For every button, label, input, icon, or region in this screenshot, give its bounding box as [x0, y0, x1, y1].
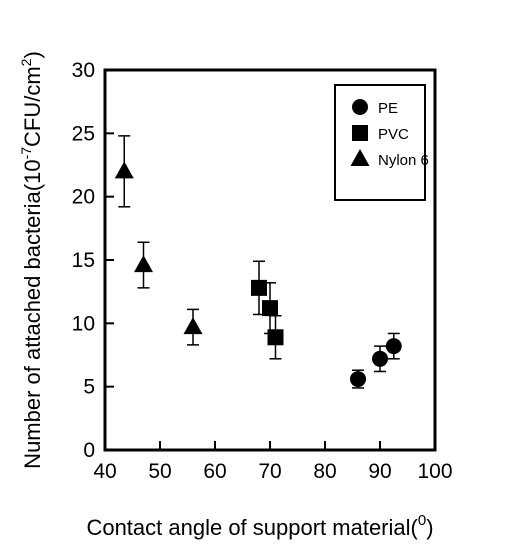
y-axis-label-close: ) [20, 51, 45, 58]
legend-marker-nylon-6 [350, 149, 370, 166]
y-axis-label-exponent: -7 [18, 147, 34, 160]
nylon-6-point-2 [183, 317, 203, 335]
legend-box [334, 84, 426, 201]
legend-label-pe: PE [378, 100, 398, 117]
y-axis-label-main: Number of attached bacteria(10 [20, 159, 45, 468]
y-tick-label-1: 5 [83, 376, 95, 399]
y-axis-label-unit-exponent: 2 [18, 58, 34, 66]
legend-marker-pvc [352, 125, 368, 141]
x-axis-label-exponent: 0 [418, 512, 426, 529]
data-marks [114, 135, 402, 389]
pvc-point-2 [267, 329, 284, 346]
pvc-point-1 [262, 300, 278, 317]
x-tick-label-4: 80 [313, 460, 336, 483]
y-tick-label-5: 25 [72, 122, 95, 145]
x-tick-label-2: 60 [203, 460, 226, 483]
pvc-point-0 [251, 279, 267, 296]
x-tick-label-1: 50 [148, 460, 171, 483]
y-tick-label-6: 30 [72, 59, 95, 82]
x-tick-label-5: 90 [368, 460, 391, 483]
x-tick-label-6: 100 [417, 460, 452, 483]
axis-ticks: 40 50 60 70 80 90 100 0 5 10 15 20 25 30 [72, 59, 453, 483]
y-tick-label-4: 20 [72, 186, 95, 209]
y-axis-label-unit: CFU/cm [20, 66, 45, 147]
pe-point-0 [350, 371, 366, 388]
legend-marker-pe [352, 99, 368, 115]
legend-label-pvc: PVC [378, 126, 409, 143]
y-tick-label-2: 10 [72, 312, 95, 335]
x-axis-label: Contact angle of support material(0) [86, 512, 433, 540]
y-tick-label-3: 15 [72, 249, 95, 272]
pe-point-1 [372, 350, 388, 367]
x-tick-label-0: 40 [93, 460, 116, 483]
y-axis-label: Number of attached bacteria(10-7CFU/cm2) [18, 51, 45, 469]
pe-point-2 [385, 338, 402, 355]
nylon-6-point-1 [134, 255, 153, 273]
y-tick-label-0: 0 [83, 439, 95, 462]
x-tick-label-3: 70 [258, 460, 281, 483]
nylon-6-point-0 [114, 161, 134, 179]
legend-label-nylon-6: Nylon 6 [378, 152, 429, 169]
x-axis-label-close: ) [426, 515, 433, 540]
legend: PE PVC Nylon 6 [334, 84, 429, 201]
x-axis-label-main: Contact angle of support material( [86, 515, 418, 540]
